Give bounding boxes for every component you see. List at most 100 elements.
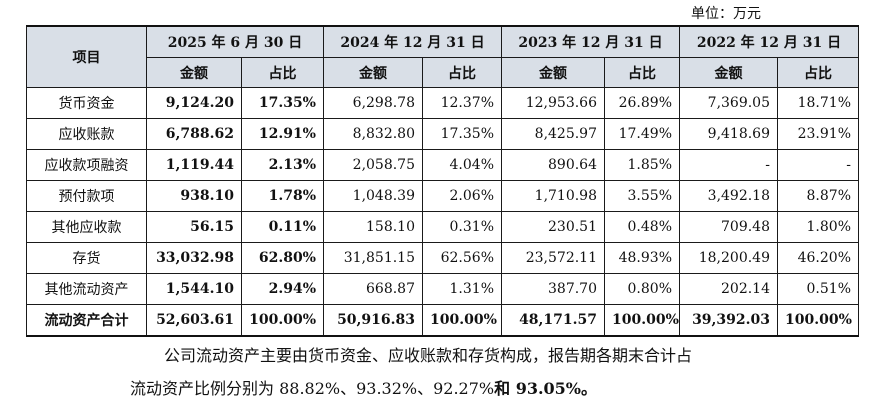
ratio-cell: 18.71%: [777, 87, 859, 119]
amount-header: 金额: [146, 57, 242, 88]
ratio-cell: 26.89%: [604, 87, 680, 119]
amount-cell: 230.51: [501, 211, 605, 243]
ratio-cell: 1.78%: [241, 180, 324, 212]
ratio-cell: 2.13%: [241, 149, 324, 181]
amount-cell: 56.15: [146, 211, 242, 243]
item-header: 项目: [26, 25, 147, 88]
ratio-cell: 17.35%: [241, 87, 324, 119]
unit-label: 单位：万元: [691, 6, 761, 22]
amount-cell: 709.48: [679, 211, 778, 243]
amount-cell: 3,492.18: [679, 180, 778, 212]
table-row: 其他流动资产 1,544.10 2.94% 668.87 1.31% 387.70 0.80…: [26, 273, 859, 305]
ratio-cell: 0.31%: [422, 211, 502, 243]
amount-cell: 8,832.80: [323, 118, 423, 150]
ratio-header: 占比: [241, 57, 324, 88]
row-label: 存货: [26, 242, 147, 274]
ratio-header: 占比: [777, 57, 859, 88]
amount-cell: 1,119.44: [146, 149, 242, 181]
ratio-cell: 0.80%: [604, 273, 680, 305]
ratio-cell: 12.91%: [241, 118, 324, 150]
amount-cell: 18,200.49: [679, 242, 778, 274]
amount-cell: 1,048.39: [323, 180, 423, 212]
ratio-cell: 100.00%: [241, 304, 324, 337]
amount-cell: 890.64: [501, 149, 605, 181]
table-row: 货币资金 9,124.20 17.35% 6,298.78 12.37% 12,953.6…: [26, 87, 859, 119]
ratio-cell: 2.94%: [241, 273, 324, 305]
amount-cell: 7,369.05: [679, 87, 778, 119]
amount-cell: 6,298.78: [323, 87, 423, 119]
amount-cell: 158.10: [323, 211, 423, 243]
ratio-cell: 0.11%: [241, 211, 324, 243]
period-header-row: 项目 2025 年 6 月 30 日 2024 年 12 月 31 日 2023…: [26, 25, 859, 88]
amount-cell: 23,572.11: [501, 242, 605, 274]
ratio-cell: 17.49%: [604, 118, 680, 150]
amount-header: 金额: [501, 57, 605, 88]
ratio-cell: 100.00%: [422, 304, 502, 337]
row-label: 预付款项: [26, 180, 147, 212]
ratio-cell: 1.80%: [777, 211, 859, 243]
table-row: 存货 33,032.98 62.80% 31,851.15 62.56% 23,572.1…: [26, 242, 859, 274]
ratio-cell: 4.04%: [422, 149, 502, 181]
row-label: 其他应收款: [26, 211, 147, 243]
column-header-row: 金额 占比 金额 占比 金额 占比 金额 占比: [27, 57, 859, 88]
amount-cell: 6,788.62: [146, 118, 242, 150]
period-header: 2022 年 12 月 31 日: [679, 25, 859, 58]
amount-header: 金额: [323, 57, 423, 88]
ratio-cell: 48.93%: [604, 242, 680, 274]
row-label: 应收账款: [26, 118, 147, 150]
ratio-cell: 12.37%: [422, 87, 502, 119]
table-body: 货币资金 9,124.20 17.35% 6,298.78 12.37% 12,953.6…: [26, 87, 859, 337]
ratio-cell: 17.35%: [422, 118, 502, 150]
period-header: 2023 年 12 月 31 日: [501, 25, 680, 58]
amount-cell: 668.87: [323, 273, 423, 305]
amount-header: 金额: [679, 57, 778, 88]
ratio-cell: 23.91%: [777, 118, 859, 150]
ratio-cell: 46.20%: [777, 242, 859, 274]
ratio-cell: 1.85%: [604, 149, 680, 181]
analysis-paragraph-line-1: 公司流动资产主要由货币资金、应收账款和存货构成，报告期各期末合计占: [164, 346, 693, 365]
amount-cell: 9,124.20: [146, 87, 242, 119]
row-label: 流动资产合计: [26, 304, 147, 337]
ratio-cell: 100.00%: [777, 304, 859, 337]
amount-cell: 48,171.57: [501, 304, 605, 337]
ratio-cell: -: [777, 149, 859, 181]
table-row: 应收款项融资 1,119.44 2.13% 2,058.75 4.04% 890.64 1.…: [26, 149, 859, 181]
ratio-cell: 1.31%: [422, 273, 502, 305]
ratio-cell: 3.55%: [604, 180, 680, 212]
amount-cell: 50,916.83: [323, 304, 423, 337]
period-header: 2025 年 6 月 30 日: [146, 25, 324, 58]
ratio-cell: 62.56%: [422, 242, 502, 274]
amount-cell: 31,851.15: [323, 242, 423, 274]
amount-cell: 12,953.66: [501, 87, 605, 119]
ratio-cell: 100.00%: [604, 304, 680, 337]
analysis-paragraph-line-2: 流动资产比例分别为 88.82%、93.32%、92.27%和 93.05%。: [130, 375, 597, 399]
amount-cell: 2,058.75: [323, 149, 423, 181]
amount-cell: 52,603.61: [146, 304, 242, 337]
table-row: 应收账款 6,788.62 12.91% 8,832.80 17.35% 8,425.97…: [26, 118, 859, 150]
amount-cell: -: [679, 149, 778, 181]
period-header: 2024 年 12 月 31 日: [323, 25, 502, 58]
amount-cell: 8,425.97: [501, 118, 605, 150]
table-row: 流动资产合计 52,603.61 100.00% 50,916.83 100.00% 48…: [26, 304, 859, 337]
ratio-cell: 62.80%: [241, 242, 324, 274]
amount-cell: 9,418.69: [679, 118, 778, 150]
amount-cell: 1,710.98: [501, 180, 605, 212]
current-assets-table: 项目 2025 年 6 月 30 日 2024 年 12 月 31 日 2023…: [26, 25, 859, 337]
amount-cell: 202.14: [679, 273, 778, 305]
ratio-cell: 2.06%: [422, 180, 502, 212]
table-row: 其他应收款 56.15 0.11% 158.10 0.31% 230.51 0.48% 709…: [26, 211, 859, 243]
ratio-cell: 8.87%: [777, 180, 859, 212]
amount-cell: 39,392.03: [679, 304, 778, 337]
ratio-header: 占比: [604, 57, 680, 88]
ratio-cell: 0.51%: [777, 273, 859, 305]
row-label: 货币资金: [26, 87, 147, 119]
amount-cell: 33,032.98: [146, 242, 242, 274]
amount-cell: 1,544.10: [146, 273, 242, 305]
row-label: 其他流动资产: [26, 273, 147, 305]
amount-cell: 938.10: [146, 180, 242, 212]
row-label: 应收款项融资: [26, 149, 147, 181]
ratio-cell: 0.48%: [604, 211, 680, 243]
ratio-text: 流动资产比例分别为 88.82%、93.32%、92.27%: [130, 379, 495, 398]
table-row: 预付款项 938.10 1.78% 1,048.39 2.06% 1,710.98 3.55…: [26, 180, 859, 212]
ratio-text-bold: 和 93.05%。: [494, 379, 598, 398]
